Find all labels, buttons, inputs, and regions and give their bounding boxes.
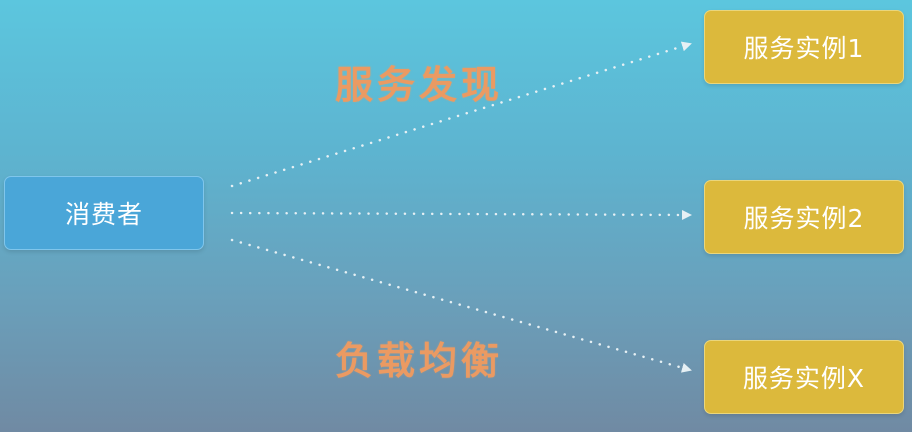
- service-instance-2: 服务实例2: [704, 180, 904, 254]
- service-instance-x-label: 服务实例X: [742, 364, 866, 393]
- service-instance-1-label: 服务实例1: [743, 34, 865, 63]
- edge-to-instance-2: [230, 209, 692, 220]
- load-balancing-label: 负载均衡: [335, 339, 504, 383]
- consumer-node: 消费者: [4, 176, 204, 250]
- service-discovery-label: 服务发现: [335, 63, 504, 107]
- service-instance-1: 服务实例1: [704, 10, 904, 84]
- consumer-label: 消费者: [64, 200, 143, 229]
- service-instance-2-label: 服务实例2: [743, 204, 865, 233]
- service-instance-x: 服务实例X: [704, 340, 904, 414]
- edge-to-instance-1: [230, 41, 692, 188]
